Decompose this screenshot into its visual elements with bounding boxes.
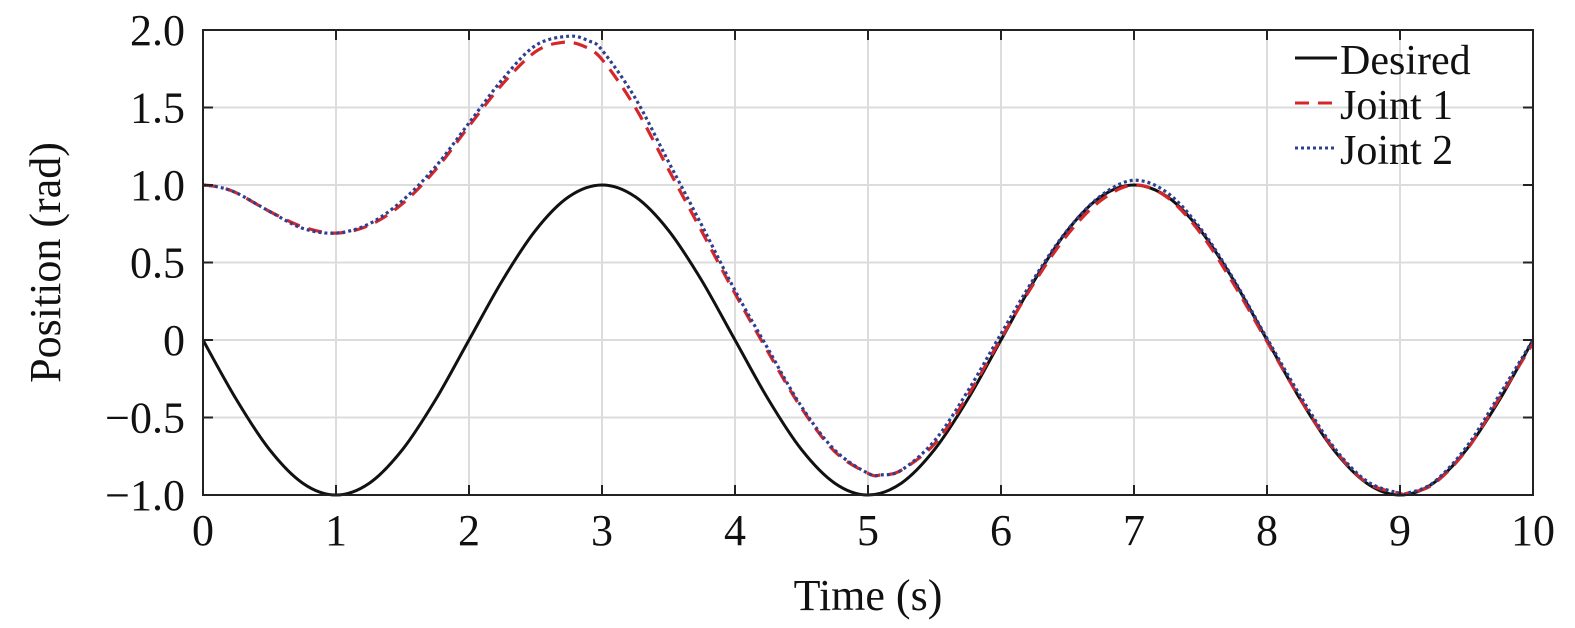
x-tick-label: 4 [724, 506, 746, 555]
y-tick-label: 0.5 [130, 239, 185, 288]
x-tick-label: 9 [1389, 506, 1411, 555]
x-axis-tick-labels: 0 1 2 3 4 5 6 7 8 9 10 [192, 506, 1555, 555]
x-tick-label: 10 [1511, 506, 1555, 555]
legend-label-joint-1: Joint 1 [1340, 83, 1453, 129]
x-tick-label: 0 [192, 506, 214, 555]
x-tick-label: 5 [857, 506, 879, 555]
series-line-joint-2 [202, 34, 1535, 497]
x-tick-label: 6 [990, 506, 1012, 555]
y-axis-label: Position (rad) [21, 142, 70, 383]
y-tick-label: −0.5 [105, 394, 185, 443]
x-axis-label: Time (s) [794, 571, 943, 620]
y-tick-label: 1.5 [130, 84, 185, 133]
grid-lines [203, 30, 1533, 495]
legend-entry-joint-2: Joint 2 [1295, 128, 1453, 174]
legend-label-joint-2: Joint 2 [1340, 128, 1453, 174]
x-tick-label: 1 [325, 506, 347, 555]
x-tick-label: 3 [591, 506, 613, 555]
y-tick-label: −1.0 [105, 471, 185, 520]
axis-ticks [202, 29, 1534, 496]
legend: Desired Joint 1 Joint 2 [1295, 38, 1471, 174]
legend-entry-desired: Desired [1295, 38, 1471, 84]
legend-label-desired: Desired [1340, 38, 1471, 84]
y-axis-tick-labels: −1.0 −0.5 0 0.5 1.0 1.5 2.0 [105, 6, 185, 520]
x-tick-label: 2 [458, 506, 480, 555]
y-tick-label: 1.0 [130, 161, 185, 210]
legend-entry-joint-1: Joint 1 [1295, 83, 1453, 129]
x-tick-label: 8 [1256, 506, 1278, 555]
y-tick-label: 2.0 [130, 6, 185, 55]
x-tick-label: 7 [1123, 506, 1145, 555]
y-tick-label: 0 [163, 316, 185, 365]
